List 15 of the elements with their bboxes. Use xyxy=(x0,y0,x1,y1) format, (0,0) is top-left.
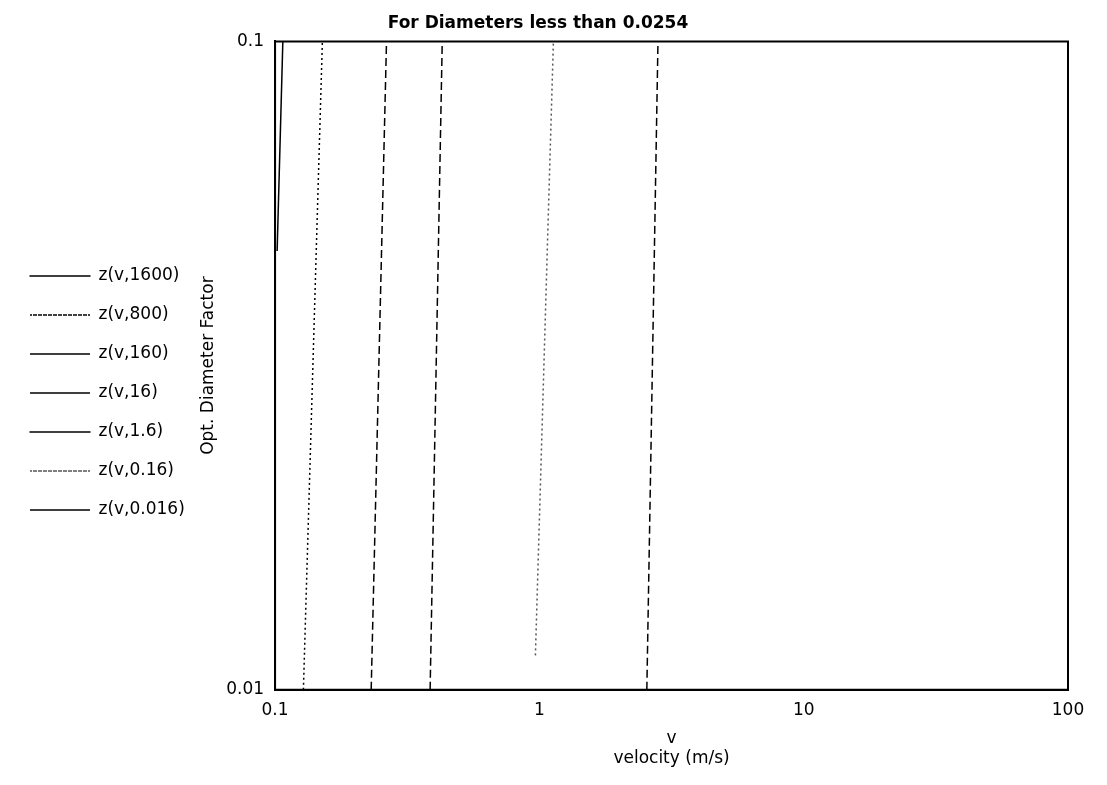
x-tick-label: 1 xyxy=(533,699,545,720)
x-axis-title: v velocity (m/s) xyxy=(613,726,730,768)
legend-label: z(v,0.016) xyxy=(98,498,185,519)
y-tick-label: 0.01 xyxy=(226,678,265,699)
legend-label: z(v,800) xyxy=(98,303,169,324)
x-tick-label: 0.1 xyxy=(261,699,289,720)
legend-label: z(v,0.16) xyxy=(98,459,175,480)
y-axis-title: Opt. Diameter Factor xyxy=(197,276,218,455)
chart-title: For Diameters less than 0.0254 xyxy=(387,11,689,32)
x-tick-label: 10 xyxy=(792,699,815,720)
legend-label: z(v,16) xyxy=(98,381,158,402)
legend-label: z(v,1.6) xyxy=(98,420,164,441)
x-tick-label: 100 xyxy=(1051,699,1085,720)
legend-label: z(v,1600) xyxy=(98,264,180,285)
legend-label: z(v,160) xyxy=(98,342,169,363)
